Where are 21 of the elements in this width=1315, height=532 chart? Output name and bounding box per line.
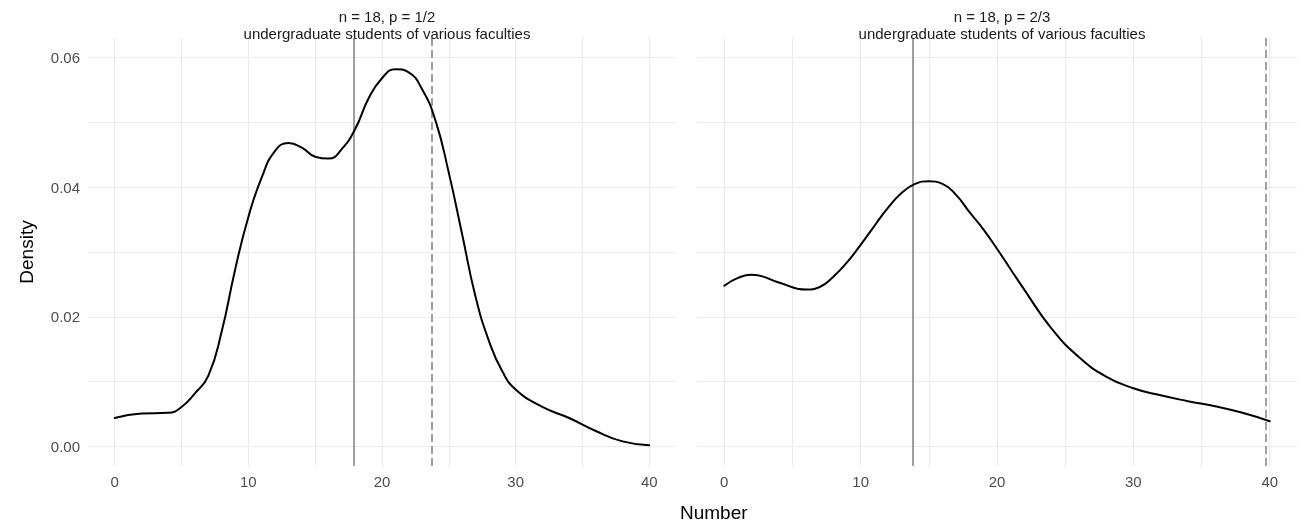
x-tick-label: 10 (852, 473, 869, 490)
x-tick-label: 0 (720, 473, 729, 490)
line-series (113, 68, 651, 447)
y-axis-title: Density (16, 219, 37, 284)
x-tick-label: 20 (988, 473, 1006, 490)
y-tick-label: 0.04 (50, 178, 80, 196)
x-tick-label: 30 (1125, 473, 1142, 490)
x-tick-label: 10 (240, 473, 257, 490)
x-tick-label: 20 (373, 473, 391, 490)
chart-subtitle: undergraduate students of various faculties (243, 25, 531, 42)
y-tick-label: 0.02 (50, 308, 80, 326)
x-axis-title: Number (680, 502, 749, 523)
chart-subtitle: undergraduate students of various faculties (858, 25, 1146, 42)
y-tick-label: 0.06 (50, 48, 80, 66)
x-tick-label: 40 (1261, 473, 1279, 490)
x-tick-label: 0 (110, 473, 119, 490)
chart-title: n = 18, p = 1/2 (338, 8, 436, 25)
x-tick-label: 40 (640, 473, 658, 490)
x-tick-label: 30 (507, 473, 524, 490)
y-tick-label: 0.00 (50, 438, 80, 456)
chart-title: n = 18, p = 2/3 (953, 8, 1051, 25)
